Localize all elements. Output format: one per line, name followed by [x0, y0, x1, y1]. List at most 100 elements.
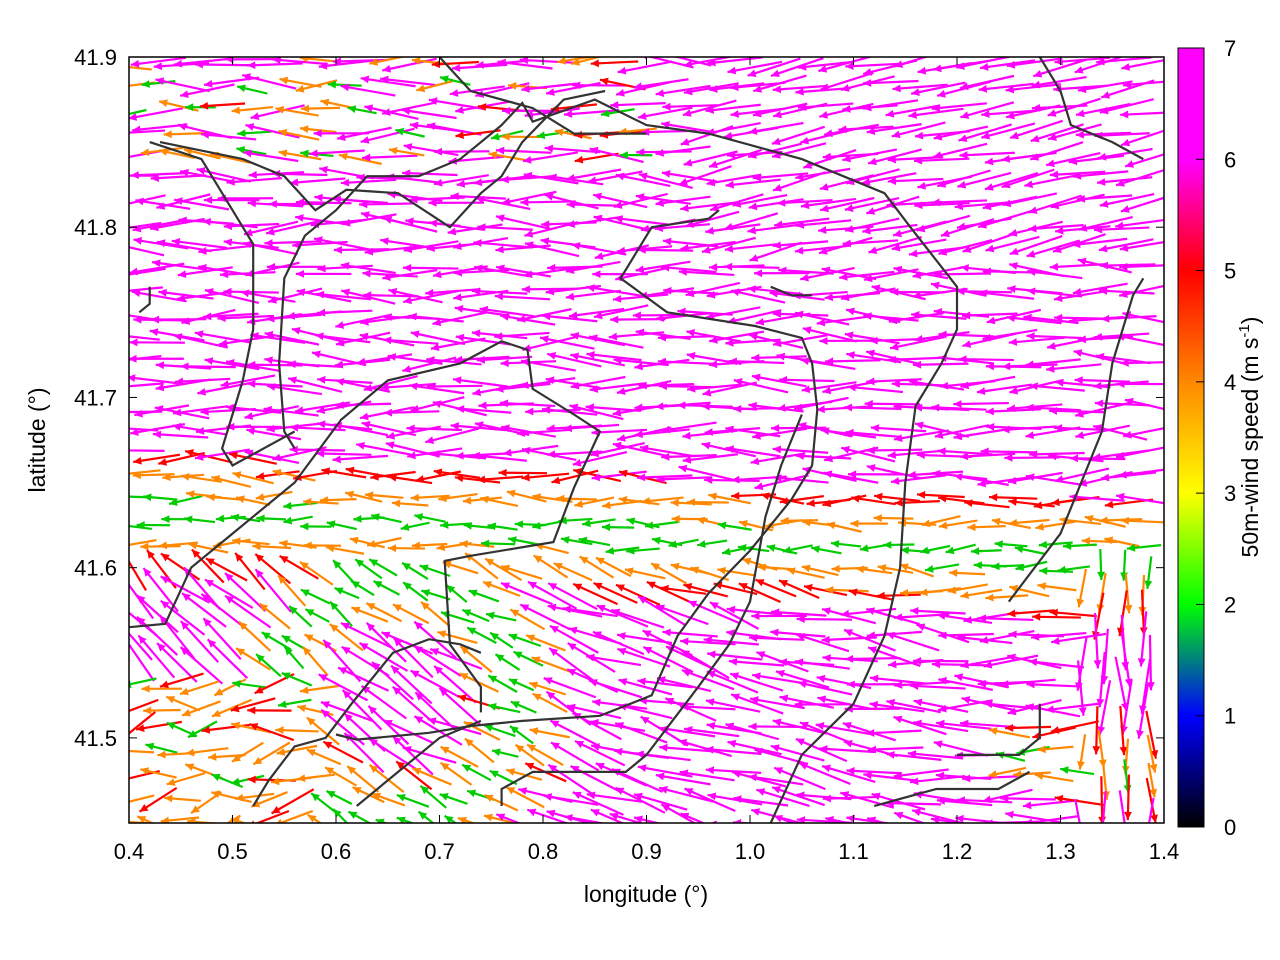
wind-vector-head	[1077, 335, 1087, 344]
wind-vector-head	[367, 539, 376, 548]
wind-vector-shaft	[523, 173, 579, 185]
wind-vector-shaft	[200, 593, 246, 629]
wind-vector-shaft	[203, 76, 260, 86]
wind-vector-head	[1095, 352, 1105, 361]
wind-vector-head	[527, 744, 537, 752]
wind-vector-head	[548, 764, 558, 773]
wind-vector-shaft	[795, 167, 851, 180]
wind-vector-head	[988, 727, 998, 735]
wind-vector-shaft	[728, 660, 785, 667]
wind-vector-head	[305, 609, 315, 617]
wind-vector-shaft	[655, 773, 711, 786]
wind-vector-shaft	[1114, 218, 1164, 228]
wind-vector-shaft	[656, 677, 712, 693]
wind-vector-head	[225, 57, 234, 64]
wind-vector-head	[383, 216, 393, 224]
wind-vector-shaft	[727, 740, 782, 756]
wind-vector-head	[288, 376, 297, 385]
wind-vector-head	[1029, 450, 1038, 459]
wind-vector-head	[870, 424, 880, 432]
wind-vector-head	[1037, 582, 1046, 591]
wind-vector-shaft	[362, 154, 418, 159]
wind-vector-shaft	[250, 333, 306, 344]
wind-vector-shaft	[522, 151, 579, 163]
wind-vector-head	[1049, 170, 1059, 179]
wind-vector-head	[624, 567, 634, 575]
wind-vector-head	[751, 373, 761, 382]
wind-vector-shaft	[1120, 361, 1164, 365]
wind-vector-head	[679, 769, 689, 778]
wind-vector-head	[333, 808, 342, 818]
wind-vector-head	[786, 567, 796, 576]
wind-vector-head	[315, 290, 325, 299]
wind-vector-head	[701, 246, 711, 254]
wind-vector-shaft	[1093, 226, 1150, 232]
wind-vector-shaft	[454, 306, 510, 317]
wind-vector-shaft	[685, 281, 741, 297]
wind-vector-shaft	[1118, 284, 1164, 297]
wind-vector-head	[933, 270, 942, 279]
wind-vector-head	[428, 198, 437, 207]
wind-vector-head	[732, 770, 742, 778]
wind-vector-shaft	[495, 215, 551, 230]
wind-vector-head	[418, 811, 428, 820]
wind-vector-head	[634, 362, 643, 371]
wind-vector-shaft	[748, 333, 804, 350]
wind-vector-head	[982, 267, 991, 276]
wind-vector-shaft	[179, 170, 235, 183]
wind-vector-head	[467, 627, 477, 635]
wind-vector-head	[794, 700, 803, 709]
wind-vector-shaft	[610, 102, 666, 107]
wind-vector-shaft	[889, 335, 945, 350]
wind-vector-head	[931, 198, 940, 207]
wind-vector-head	[960, 660, 970, 669]
wind-vector-shaft	[842, 239, 899, 245]
wind-vector-head	[562, 605, 572, 614]
wind-vector-shaft	[1118, 468, 1164, 477]
wind-vector-shaft	[664, 697, 717, 722]
wind-vector-head	[129, 354, 137, 363]
wind-vector-shaft	[751, 374, 807, 388]
wind-vector-shaft	[1005, 83, 1061, 92]
wind-vector-head	[752, 173, 762, 182]
wind-vector-head	[919, 588, 928, 597]
wind-vector-head	[409, 382, 418, 391]
wind-vector-head	[959, 151, 968, 159]
wind-vector-shaft	[1045, 151, 1101, 167]
wind-vector-shaft	[1046, 363, 1102, 371]
wind-vector-shaft	[521, 82, 577, 91]
wind-vector-shaft	[1093, 612, 1100, 669]
wind-vector-shaft	[1118, 790, 1126, 823]
wind-vector-head	[634, 430, 643, 439]
wind-vector-shaft	[494, 331, 550, 338]
wind-vector-head	[569, 311, 578, 320]
wind-vector-head	[410, 404, 420, 413]
wind-vector-head	[409, 121, 419, 130]
wind-vector-head	[888, 316, 898, 325]
wind-vector-shaft	[840, 791, 895, 809]
wind-vector-head	[433, 178, 443, 187]
wind-vector-head	[295, 84, 305, 93]
wind-vector-head	[684, 725, 693, 734]
wind-vector-head	[637, 677, 646, 686]
wind-vector-shaft	[635, 194, 691, 205]
wind-vector-head	[682, 109, 692, 117]
wind-vector-shaft	[701, 236, 756, 254]
wind-vector-head	[439, 793, 449, 801]
wind-vector-head	[439, 688, 449, 697]
wind-vector-head	[1038, 540, 1048, 549]
wind-vector-head	[139, 804, 149, 812]
wind-vector-shaft	[661, 122, 717, 134]
y-axis-ticks: 41.541.641.741.841.9	[74, 45, 1164, 751]
wind-vector-head	[795, 738, 805, 746]
wind-vector-head	[869, 700, 879, 709]
wind-vector-head	[751, 808, 761, 816]
wind-vector-head	[979, 636, 989, 644]
wind-vector-shaft	[243, 220, 299, 236]
wind-vector-shaft	[724, 212, 779, 230]
wind-vector-head	[984, 700, 993, 709]
wind-vector-head	[533, 555, 543, 564]
wind-vector-shaft	[519, 603, 571, 631]
wind-vector-head	[162, 473, 171, 482]
wind-vector-head	[1037, 745, 1046, 754]
